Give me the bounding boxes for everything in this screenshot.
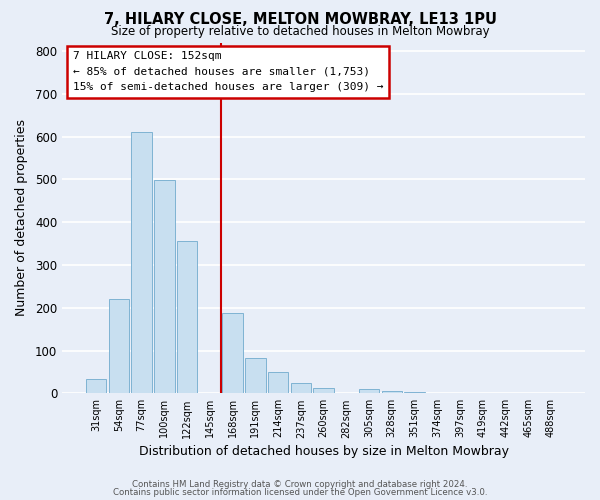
Bar (154, 180, 175, 394)
Bar (404, 392, 425, 394)
Bar (382, 391, 402, 394)
Y-axis label: Number of detached properties: Number of detached properties (15, 120, 28, 316)
Text: Size of property relative to detached houses in Melton Mowbray: Size of property relative to detached ho… (110, 25, 490, 38)
Bar (290, 384, 311, 394)
Bar (177, 242, 197, 394)
Text: 7 HILARY CLOSE: 152sqm
← 85% of detached houses are smaller (1,753)
15% of semi-: 7 HILARY CLOSE: 152sqm ← 85% of detached… (73, 52, 383, 92)
Bar (268, 372, 288, 394)
X-axis label: Distribution of detached houses by size in Melton Mowbray: Distribution of detached houses by size … (139, 444, 509, 458)
Bar (359, 389, 379, 394)
Bar (131, 132, 152, 394)
Bar (223, 313, 243, 394)
Text: Contains public sector information licensed under the Open Government Licence v3: Contains public sector information licen… (113, 488, 487, 497)
Bar (109, 299, 129, 394)
Bar (313, 388, 334, 394)
Text: Contains HM Land Registry data © Crown copyright and database right 2024.: Contains HM Land Registry data © Crown c… (132, 480, 468, 489)
Bar (86, 379, 106, 394)
Text: 7, HILARY CLOSE, MELTON MOWBRAY, LE13 1PU: 7, HILARY CLOSE, MELTON MOWBRAY, LE13 1P… (104, 12, 497, 28)
Bar (245, 358, 266, 394)
